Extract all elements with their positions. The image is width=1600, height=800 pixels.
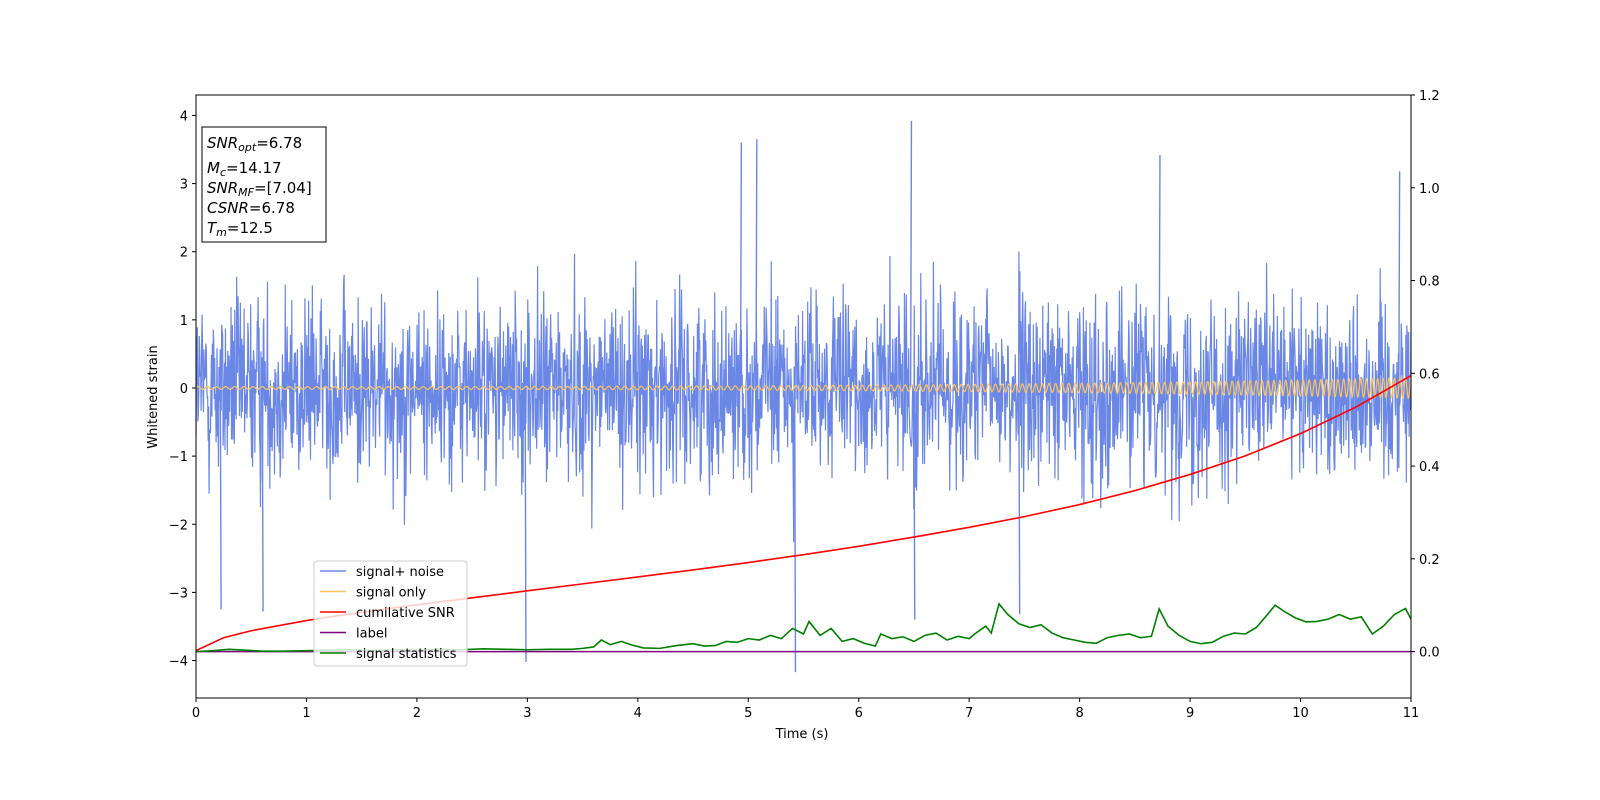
x-tick-label: 7 xyxy=(965,706,973,721)
info-mc: Mc=14.17 xyxy=(207,159,282,179)
noise-spike-8 xyxy=(261,387,264,612)
noise-spike-9 xyxy=(913,387,916,620)
x-axis-label: Time (s) xyxy=(775,727,829,742)
y-axis-label: Whitened strain xyxy=(146,345,161,448)
legend-label: signal statistics xyxy=(356,647,457,662)
noise-spike-2 xyxy=(739,142,743,388)
y-left-axis: −4 −3 −2 −1 0 1 2 3 4 xyxy=(169,109,196,670)
legend-label: cumilative SNR xyxy=(356,606,455,621)
legend-frame xyxy=(313,560,468,667)
x-tick-label: 6 xyxy=(855,706,863,721)
info-tm: Tm=12.5 xyxy=(207,219,273,239)
y-left-tick-label: −2 xyxy=(169,518,188,533)
x-tick-label: 1 xyxy=(302,706,310,721)
y-right-axis: 0.0 0.2 0.4 0.6 0.8 1.0 1.2 xyxy=(1411,89,1440,661)
x-tick-label: 10 xyxy=(1292,706,1309,721)
y-right-tick-label: 0.4 xyxy=(1419,460,1440,475)
series-signal-statistics-line xyxy=(196,602,1411,653)
noise-spike-0 xyxy=(909,120,913,388)
x-tick-label: 8 xyxy=(1075,706,1083,721)
x-tick-label: 0 xyxy=(192,706,200,721)
x-tick-label: 2 xyxy=(413,706,421,721)
noise-spike-1 xyxy=(755,139,758,388)
y-left-tick-label: 3 xyxy=(180,178,188,193)
y-right-tick-label: 1.0 xyxy=(1419,182,1440,197)
series-signal-noise-line xyxy=(196,251,1411,543)
noise-spike-6 xyxy=(524,387,527,662)
info-box-frame xyxy=(201,126,327,243)
noise-spike-4 xyxy=(1158,154,1161,388)
y-left-tick-label: 0 xyxy=(180,382,188,397)
legend-label: label xyxy=(356,627,387,642)
legend: signal+ noise signal only cumilative SNR la… xyxy=(313,560,468,667)
y-right-tick-label: 0.6 xyxy=(1419,367,1440,382)
info-box: SNRopt=6.78 Mc=14.17 SNRMF=[7.04] CSNR=6… xyxy=(201,126,327,243)
y-left-tick-label: 2 xyxy=(180,246,188,261)
y-left-tick-label: −3 xyxy=(169,586,188,601)
legend-label: signal only xyxy=(356,586,426,601)
info-csnr: CSNR=6.78 xyxy=(207,199,295,217)
y-left-tick-label: −4 xyxy=(169,655,188,670)
y-left-tick-label: 1 xyxy=(180,314,188,329)
x-tick-label: 4 xyxy=(634,706,642,721)
x-tick-label: 5 xyxy=(744,706,752,721)
x-tick-label: 11 xyxy=(1403,706,1420,721)
y-right-tick-label: 0.8 xyxy=(1419,275,1440,290)
y-right-tick-label: 0.2 xyxy=(1419,553,1440,568)
y-left-tick-label: 4 xyxy=(180,109,188,124)
x-axis: 0 1 2 3 4 5 6 7 8 9 10 11 xyxy=(192,698,1419,721)
noise-spike-10 xyxy=(1018,387,1021,615)
noise-spike-5 xyxy=(793,387,797,673)
info-snr-mf: SNRMF=[7.04] xyxy=(207,179,312,199)
info-snr-opt: SNRopt=6.78 xyxy=(207,134,302,154)
x-tick-label: 9 xyxy=(1186,706,1194,721)
legend-label: signal+ noise xyxy=(356,565,444,580)
y-right-tick-label: 1.2 xyxy=(1419,89,1440,104)
y-right-tick-label: 0.0 xyxy=(1419,646,1440,661)
noise-spike-3 xyxy=(1398,171,1401,388)
x-tick-label: 3 xyxy=(523,706,531,721)
plot-frame xyxy=(195,94,1412,699)
noise-spike-7 xyxy=(219,387,222,610)
series-signal-only-line xyxy=(196,376,1411,400)
y-left-tick-label: −1 xyxy=(169,450,188,465)
